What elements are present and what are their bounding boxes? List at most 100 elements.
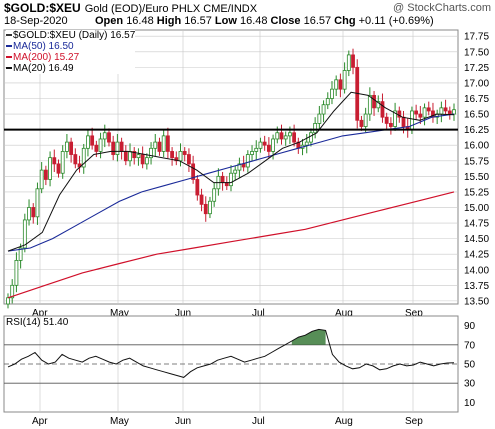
candle-body [426,107,431,112]
low-value: 16.48 [239,15,268,27]
y-tick-label: 14.00 [464,265,489,276]
ma200-line [7,191,455,299]
candle-body [178,151,183,162]
candle-body [14,260,19,286]
candle-body [325,98,330,106]
x-tick-label: Jun [175,308,191,319]
candle-body [447,110,452,115]
candle-body [422,107,427,118]
candle-body [279,132,284,140]
candle-body [102,132,107,140]
rsi-line [7,328,455,378]
copyright: @ StockCharts.com [393,2,491,14]
candle-body [123,151,128,162]
candle-body [266,144,271,152]
candle-body [254,147,259,152]
legend-ma200: MA(200) 15.27 [6,52,135,63]
candle-body [31,207,36,218]
candle-body [149,147,153,159]
y-tick-label: 17.75 [464,32,489,43]
candle-body [363,113,368,127]
candle-body [22,219,27,249]
candle-body [334,79,339,90]
candle-body [351,54,355,68]
candle-body [439,107,444,115]
candle-body [153,141,158,149]
candle-body [174,157,179,162]
rsi-x-tick-label: Aug [335,416,353,427]
candle-body [115,141,120,155]
candle-body [86,135,90,149]
candle-body [410,110,414,131]
legend-price-marker [6,34,12,37]
candle-body [443,107,448,112]
candle-body [321,104,326,115]
candle-body [376,101,381,109]
candle-body [208,200,212,215]
candle-body [342,70,347,90]
y-tick-label: 17.00 [464,78,489,89]
candle-body [39,169,44,190]
candle-body [157,141,162,152]
high-value: 16.57 [184,15,212,27]
candle-body [258,141,263,149]
candle-body [170,151,174,159]
x-tick-label: Sep [405,308,423,319]
rsi-y-tick-label: 10 [464,398,476,409]
candle-body [313,123,318,134]
rsi-x-tick-label: Jul [252,416,265,427]
candle-body [346,54,351,71]
price-legend: $GOLD:$XEU (Daily) 16.57 MA(50) 16.50 MA… [6,30,136,74]
candle-body [233,169,238,174]
rsi-x-tick-label: May [110,416,129,427]
y-tick-label: 17.50 [464,47,489,58]
candle-body [401,116,406,127]
legend-ma20: MA(20) 16.49 [6,63,135,74]
y-tick-label: 15.50 [464,172,489,183]
close-label: Close [270,15,301,27]
candle-body [140,154,145,165]
legend-ma20-marker [6,67,12,70]
y-tick-label: 16.50 [464,110,489,121]
candle-body [111,141,116,155]
rsi-y-tick-label: 50 [464,360,476,371]
chg-value: +0.11 (+0.69%) [358,15,434,27]
y-tick-label: 13.50 [464,296,489,307]
x-tick-label: Jul [252,308,265,319]
candle-body [35,188,40,218]
candle-body [203,203,208,215]
candle-body [10,284,15,299]
candle-body [144,157,149,165]
candle-body [220,175,225,183]
candle-body [372,94,376,109]
x-tick-label: Aug [335,308,353,319]
candle-body [288,132,292,137]
rsi-x-tick-label: Jun [175,416,191,427]
candle-body [6,297,10,305]
candle-body [136,154,141,159]
candle-body [262,141,267,146]
candle-body [191,163,196,180]
low-label: Low [214,15,237,27]
rsi-x-tick-label: Sep [405,416,423,427]
y-tick-label: 17.25 [464,63,489,74]
y-tick-label: 13.75 [464,281,489,292]
candle-body [119,141,124,152]
candle-body [199,194,204,205]
candle-body [52,157,57,165]
open-value: 16.48 [126,15,154,27]
candle-body [212,188,217,202]
candle-body [27,207,31,221]
candle-body [81,147,86,168]
y-tick-label: 14.50 [464,234,489,245]
chg-label: Chg [334,15,356,27]
candle-body [393,110,397,127]
y-tick-label: 16.25 [464,125,489,136]
candle-body [309,132,313,143]
candle-body [128,151,132,162]
candle-body [43,169,48,180]
candle-body [304,141,309,146]
legend-ma50: MA(50) 16.50 [6,41,135,52]
open-label: Open [95,15,124,27]
candle-body [60,151,65,174]
